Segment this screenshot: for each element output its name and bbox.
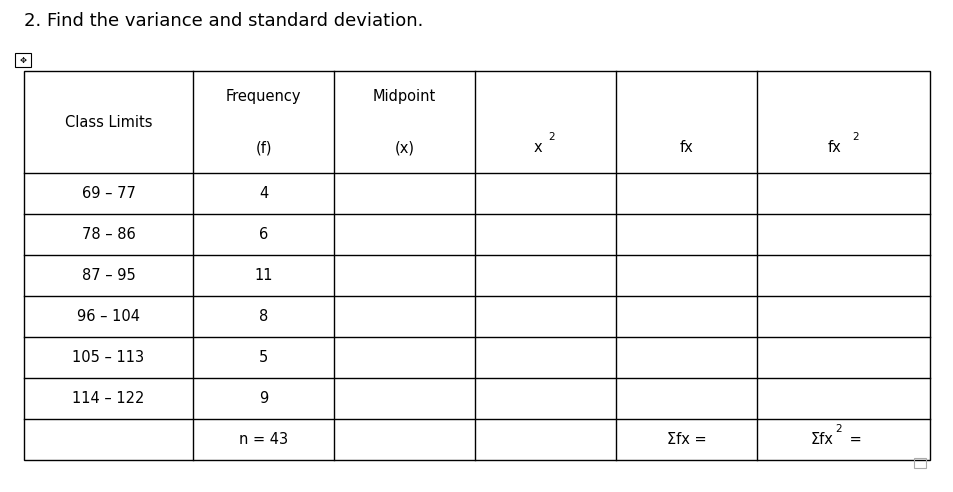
Text: Frequency: Frequency	[226, 89, 301, 104]
Text: (f): (f)	[255, 140, 272, 155]
Text: 9: 9	[258, 391, 268, 406]
Text: 2: 2	[852, 132, 859, 142]
Text: 96 – 104: 96 – 104	[77, 309, 140, 324]
Text: Σfx =: Σfx =	[666, 432, 705, 447]
Text: fx: fx	[679, 140, 693, 155]
Text: 114 – 122: 114 – 122	[72, 391, 145, 406]
Text: 5: 5	[258, 350, 268, 365]
Text: 6: 6	[258, 227, 268, 242]
Text: Class Limits: Class Limits	[65, 115, 152, 130]
Text: x: x	[533, 140, 541, 155]
Text: 2: 2	[547, 132, 554, 142]
Bar	[24, 71, 929, 460]
Text: n = 43: n = 43	[238, 432, 288, 447]
Text: fx: fx	[826, 140, 840, 155]
Text: Σfx: Σfx	[810, 432, 833, 447]
Text: 78 – 86: 78 – 86	[81, 227, 135, 242]
Text: 69 – 77: 69 – 77	[81, 186, 135, 201]
Text: 105 – 113: 105 – 113	[72, 350, 144, 365]
Text: 11: 11	[254, 268, 273, 283]
Text: 2. Find the variance and standard deviation.: 2. Find the variance and standard deviat…	[24, 12, 423, 31]
Text: ✥: ✥	[19, 56, 27, 64]
Text: 2: 2	[835, 424, 841, 434]
Text: 8: 8	[258, 309, 268, 324]
Text: (x): (x)	[395, 140, 414, 155]
Text: Midpoint: Midpoint	[373, 89, 436, 104]
Text: 4: 4	[258, 186, 268, 201]
Text: =: =	[843, 432, 861, 447]
Bar	[15, 53, 30, 67]
Bar	[913, 458, 925, 468]
Text: 87 – 95: 87 – 95	[81, 268, 135, 283]
